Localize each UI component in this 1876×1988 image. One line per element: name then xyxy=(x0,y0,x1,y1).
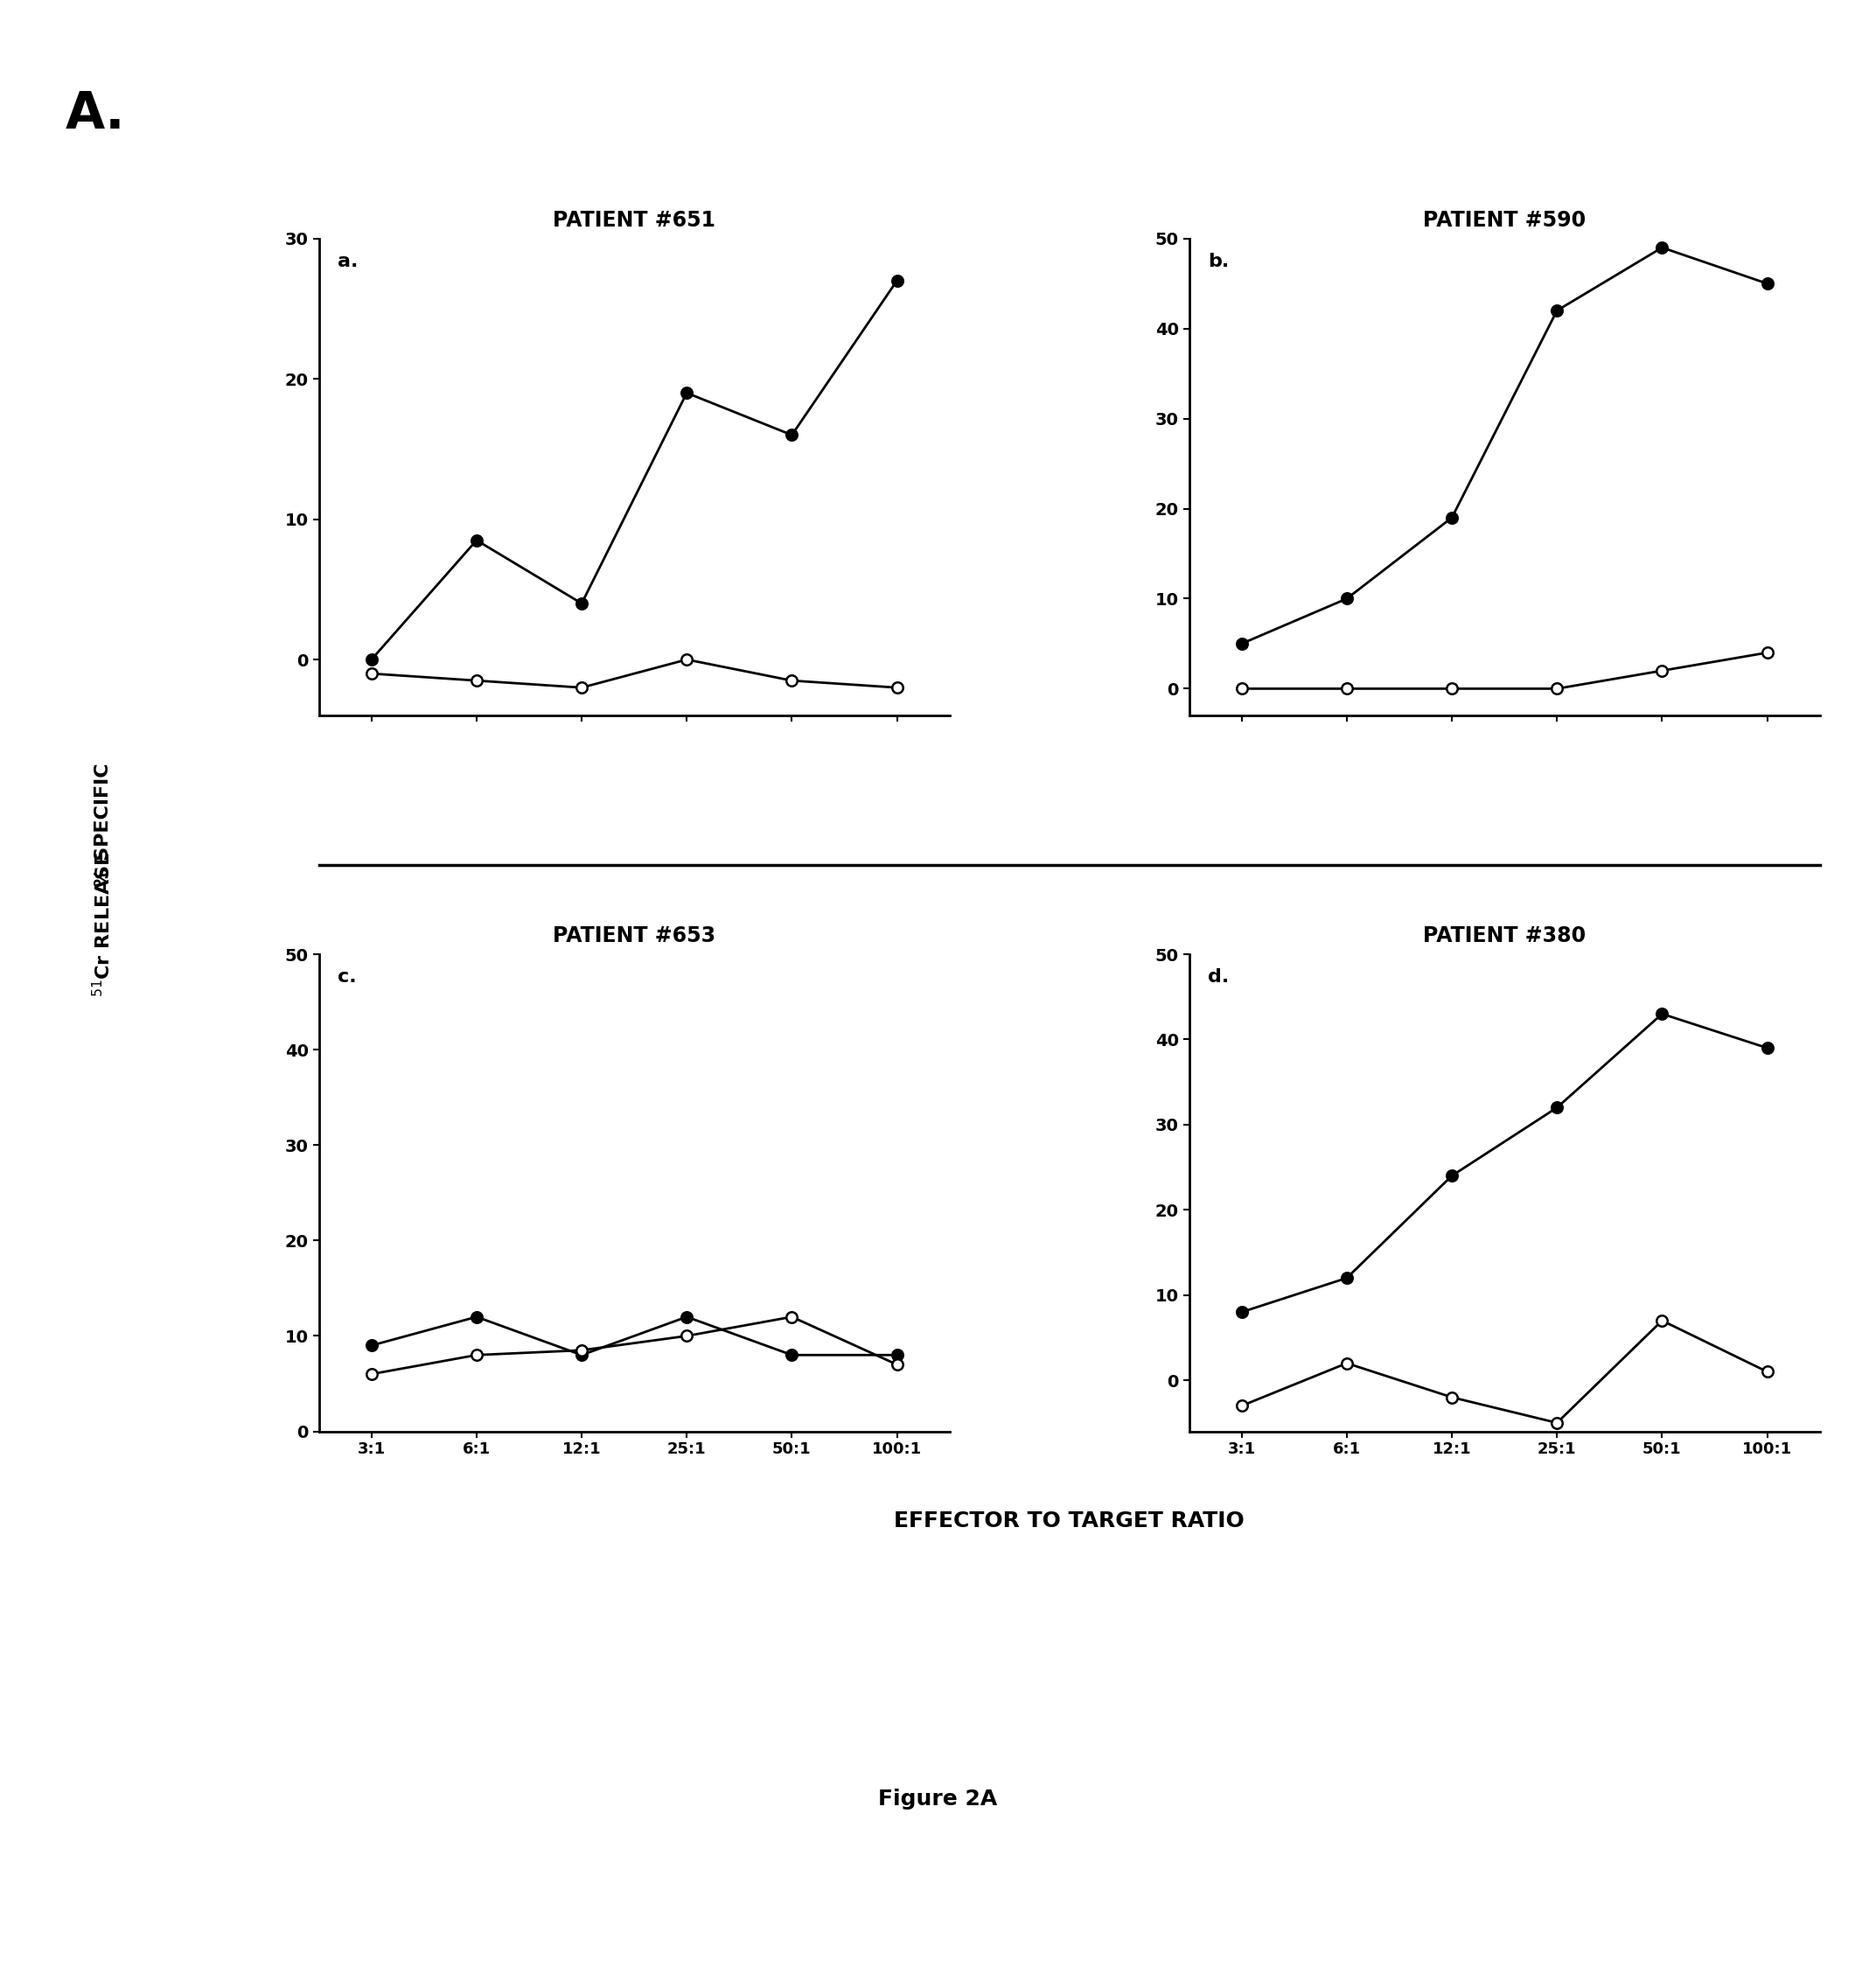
Text: % SPECIFIC: % SPECIFIC xyxy=(94,763,113,887)
Text: c.: c. xyxy=(338,968,356,986)
Text: b.: b. xyxy=(1208,252,1229,270)
Title: PATIENT #590: PATIENT #590 xyxy=(1424,211,1585,231)
Text: d.: d. xyxy=(1208,968,1229,986)
Text: $^{51}$Cr RELEASE: $^{51}$Cr RELEASE xyxy=(92,851,114,998)
Text: A.: A. xyxy=(66,89,126,139)
Text: a.: a. xyxy=(338,252,358,270)
Title: PATIENT #380: PATIENT #380 xyxy=(1424,926,1585,946)
Text: Figure 2A: Figure 2A xyxy=(878,1789,998,1809)
Text: EFFECTOR TO TARGET RATIO: EFFECTOR TO TARGET RATIO xyxy=(895,1511,1244,1531)
Title: PATIENT #651: PATIENT #651 xyxy=(553,211,715,231)
Title: PATIENT #653: PATIENT #653 xyxy=(553,926,715,946)
